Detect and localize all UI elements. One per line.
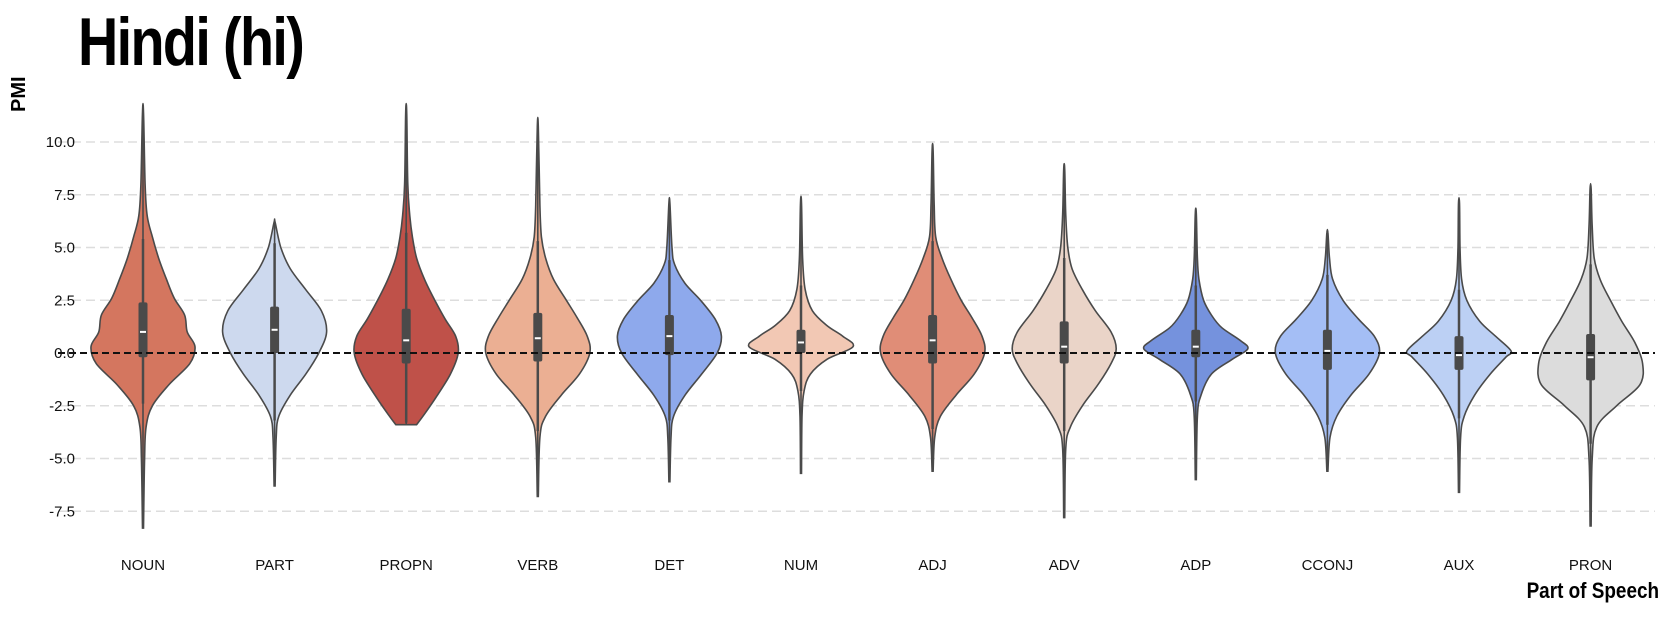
violin-noun xyxy=(90,102,196,529)
y-tick-label: 7.5 xyxy=(54,187,75,204)
violin-iqr-box xyxy=(1322,329,1332,370)
x-tick-label: NUM xyxy=(784,557,818,574)
violin-adv xyxy=(1011,162,1118,519)
violin-iqr-box xyxy=(1191,329,1201,358)
violin-propn xyxy=(353,102,460,426)
x-tick-labels: NOUN PART PROPN VERB DET NUM ADJ ADV ADP CCONJ AUX… xyxy=(121,557,1612,574)
violin-iqr-box xyxy=(664,315,674,356)
x-tick-label: DET xyxy=(654,557,684,574)
y-tick-label: -5.0 xyxy=(49,451,75,468)
violin-iqr-box xyxy=(928,315,938,364)
violin-part xyxy=(221,218,328,487)
y-tick-label: 10.0 xyxy=(46,134,75,151)
x-tick-label: CCONJ xyxy=(1302,557,1354,574)
violin-iqr-box xyxy=(796,329,806,353)
y-tick-label: 5.0 xyxy=(54,240,75,257)
violin-num xyxy=(747,195,855,475)
x-tick-label: ADV xyxy=(1049,557,1080,574)
y-tick-label: 0.0 xyxy=(54,345,75,362)
violin-pron xyxy=(1537,182,1645,527)
violin-adp xyxy=(1142,207,1249,481)
y-tick-label: 2.5 xyxy=(54,292,75,309)
y-tick-labels: 10.0 7.5 5.0 2.5 0.0 -2.5 -5.0 -7.5 xyxy=(46,134,75,520)
violin-adj xyxy=(879,142,986,472)
x-tick-label: AUX xyxy=(1444,557,1475,574)
violin-cconj xyxy=(1274,228,1381,472)
violin-verb xyxy=(484,116,592,498)
violin-aux xyxy=(1405,196,1513,494)
x-tick-label: PROPN xyxy=(380,557,433,574)
violin-iqr-box xyxy=(1059,321,1069,364)
x-tick-label: ADJ xyxy=(918,557,946,574)
violin-iqr-box xyxy=(533,312,543,362)
x-tick-label: PRON xyxy=(1569,557,1612,574)
x-tick-label: VERB xyxy=(517,557,558,574)
x-axis-title: Part of Speech xyxy=(1526,578,1659,603)
x-tick-label: ADP xyxy=(1180,557,1211,574)
chart-title: Hindi (hi) xyxy=(78,4,305,80)
violin-iqr-box xyxy=(401,308,411,364)
x-tick-label: PART xyxy=(255,557,294,574)
violin-det xyxy=(616,196,723,483)
y-tick-label: -2.5 xyxy=(49,398,75,415)
y-tick-label: -7.5 xyxy=(49,503,75,520)
grid-lines xyxy=(58,141,1655,513)
x-tick-label: NOUN xyxy=(121,557,165,574)
violins xyxy=(90,102,1645,529)
violin-iqr-box xyxy=(138,302,148,358)
